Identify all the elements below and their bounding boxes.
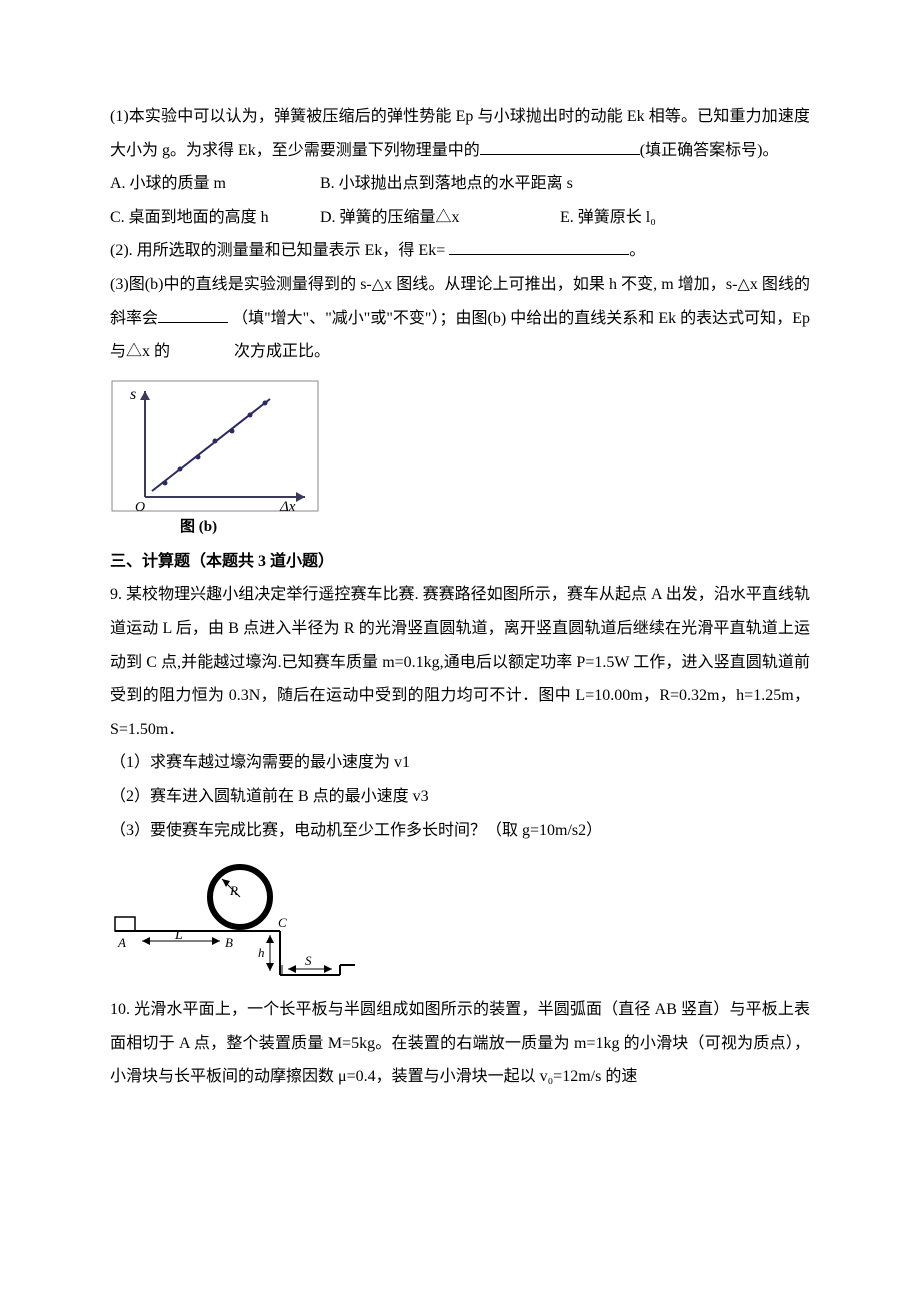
q9-body: 9. 某校物理兴趣小组决定举行遥控赛车比赛. 赛赛路径如图所示，赛车从起点 A … <box>110 578 810 746</box>
q1-options-row1: A. 小球的质量 m B. 小球抛出点到落地点的水平距离 s <box>110 167 810 201</box>
q1-part1: (1)本实验中可以认为，弹簧被压缩后的弹性势能 Ep 与小球抛出时的动能 Ek … <box>110 100 810 167</box>
figure-b: s O Δx 图 (b) <box>110 379 810 539</box>
q1-options-row2: C. 桌面到地面的高度 h D. 弹簧的压缩量△x E. 弹簧原长 l₀ <box>110 201 810 235</box>
option-a: A. 小球的质量 m <box>110 167 320 201</box>
option-b: B. 小球抛出点到落地点的水平距离 s <box>320 167 573 201</box>
section-3-title: 三、计算题（本题共 3 道小题） <box>110 545 810 579</box>
q9-R: R <box>229 883 238 898</box>
q1-part2: (2). 用所选取的测量量和已知量表示 Ek，得 Ek= 。 <box>110 234 810 268</box>
q1-part3: (3)图(b)中的直线是实验测量得到的 s-△x 图线。从理论上可推出，如果 h… <box>110 268 810 369</box>
q9-A: A <box>117 935 126 950</box>
figure-q9-svg: L A B R C h <box>110 857 360 987</box>
q9-sub1: （1）求赛车越过壕沟需要的最小速度为 v1 <box>110 746 810 780</box>
q9-sub2: （2）赛车进入圆轨道前在 B 点的最小速度 v3 <box>110 780 810 814</box>
q9-B: B <box>225 935 233 950</box>
q9-sub3: （3）要使赛车完成比赛，电动机至少工作多长时间？（取 g=10m/s2） <box>110 814 810 848</box>
option-c: C. 桌面到地面的高度 h <box>110 201 320 235</box>
q10-body: 10. 光滑水平面上，一个长平板与半圆组成如图所示的装置，半圆弧面（直径 AB … <box>110 993 810 1094</box>
figure-q9: L A B R C h <box>110 857 810 987</box>
q1-p2-text-a: (2). 用所选取的测量量和已知量表示 Ek，得 Ek= <box>110 242 445 259</box>
fig-b-ylabel: s <box>130 386 136 403</box>
fig-b-caption: 图 (b) <box>180 518 217 535</box>
fig-b-origin: O <box>135 500 145 515</box>
option-d: D. 弹簧的压缩量△x <box>320 201 560 235</box>
q9-S: S <box>305 953 312 968</box>
q9-L: L <box>174 928 183 943</box>
option-e: E. 弹簧原长 l₀ <box>560 201 656 235</box>
blank-q1-2 <box>449 238 629 255</box>
fig-b-xlabel: Δx <box>279 499 296 515</box>
page: (1)本实验中可以认为，弹簧被压缩后的弹性势能 Ep 与小球抛出时的动能 Ek … <box>0 0 920 1302</box>
blank-q1-3 <box>158 306 228 323</box>
q1-p2-text-b: 。 <box>629 242 645 259</box>
blank-q1-1 <box>480 138 640 155</box>
q9-h: h <box>258 945 265 960</box>
q9-C: C <box>278 915 287 930</box>
q1-p3-text-c: 次方成正比。 <box>234 343 330 360</box>
figure-b-svg: s O Δx 图 (b) <box>110 379 320 539</box>
q1-p1-text-b: (填正确答案标号)。 <box>640 142 779 159</box>
blank-q1-4 <box>174 340 234 356</box>
